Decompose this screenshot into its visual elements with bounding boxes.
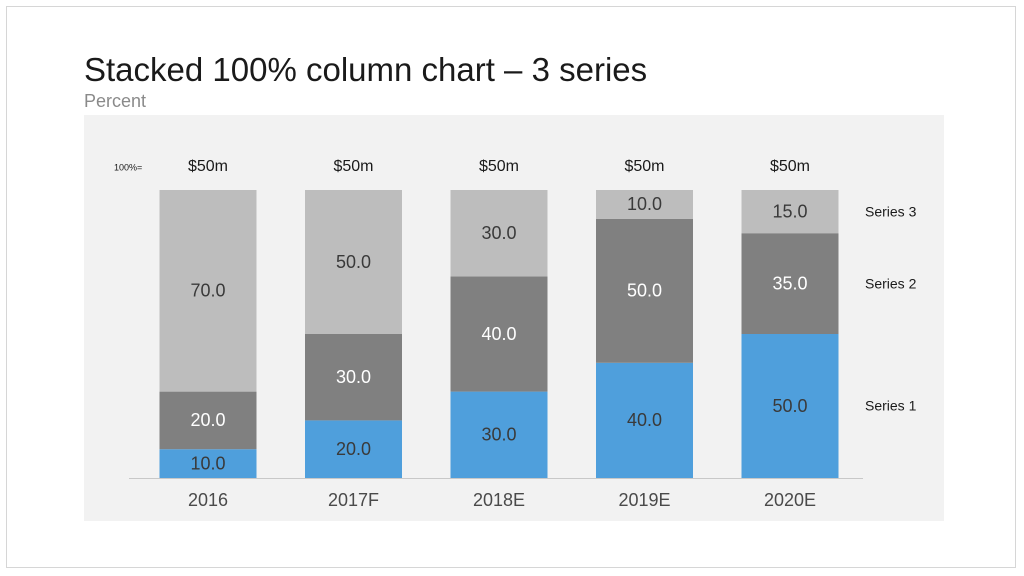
- bar-segment-2017F-series-2: [305, 334, 402, 421]
- x-tick-label-2018E: 2018E: [473, 490, 525, 510]
- total-label-2018E: $50m: [479, 158, 519, 175]
- total-label-2016: $50m: [188, 158, 228, 175]
- chart-title: Stacked 100% column chart – 3 series: [84, 51, 648, 88]
- total-label-2020E: $50m: [770, 158, 810, 175]
- data-label-2019E-series-2: 50.0: [627, 281, 662, 301]
- bar-segment-2019E-series-3: [596, 190, 693, 219]
- bar-segment-2016-series-1: [159, 449, 257, 478]
- bar-segment-2017F-series-3: [305, 190, 402, 334]
- x-tick-label-2020E: 2020E: [764, 490, 816, 510]
- bar-segment-2016-series-2: [159, 391, 257, 450]
- bar-segment-2020E-series-2: [741, 233, 839, 334]
- data-label-2017F-series-3: 50.0: [336, 252, 371, 272]
- bar-segment-2018E-series-3: [450, 190, 548, 277]
- data-label-2020E-series-2: 35.0: [772, 273, 807, 293]
- legend-label-series-3: Series 3: [865, 203, 917, 219]
- data-label-2017F-series-1: 20.0: [336, 439, 371, 459]
- x-tick-label-2016: 2016: [188, 490, 228, 510]
- x-tick-label-2017F: 2017F: [328, 490, 379, 510]
- data-label-2018E-series-1: 30.0: [481, 425, 516, 445]
- data-label-2016-series-2: 20.0: [190, 410, 225, 430]
- data-label-2019E-series-1: 40.0: [627, 410, 662, 430]
- data-label-2020E-series-3: 15.0: [772, 201, 807, 221]
- data-label-2016-series-3: 70.0: [190, 281, 225, 301]
- total-label-2019E: $50m: [624, 158, 664, 175]
- bar-segment-2016-series-3: [159, 190, 257, 392]
- legend-label-series-1: Series 1: [865, 398, 917, 414]
- bar-segment-2017F-series-1: [305, 420, 402, 478]
- data-label-2019E-series-3: 10.0: [627, 194, 662, 214]
- chart-panel: 100%= 10.0 20.0 70.0 $50m 2016 20.0 30.0 50.0 $50…: [84, 115, 944, 521]
- bar-segment-2019E-series-1: [596, 362, 693, 478]
- data-label-2018E-series-2: 40.0: [481, 324, 516, 344]
- x-tick-label-2019E: 2019E: [618, 490, 670, 510]
- data-label-2020E-series-1: 50.0: [772, 396, 807, 416]
- bar-segment-2018E-series-2: [450, 276, 548, 392]
- bar-segment-2019E-series-2: [596, 218, 693, 363]
- bar-segment-2020E-series-3: [741, 190, 839, 234]
- chart-subtitle: Percent: [84, 91, 147, 111]
- stacked-column-chart: 100%= 10.0 20.0 70.0 $50m 2016 20.0 30.0 50.0 $50…: [114, 158, 917, 510]
- legend-label-series-2: Series 2: [865, 275, 917, 291]
- totals-prefix-label: 100%=: [114, 162, 142, 172]
- total-label-2017F: $50m: [333, 158, 373, 175]
- data-label-2017F-series-2: 30.0: [336, 367, 371, 387]
- bar-segment-2020E-series-1: [741, 334, 839, 478]
- bar-segment-2018E-series-1: [450, 391, 548, 478]
- data-label-2018E-series-3: 30.0: [481, 223, 516, 243]
- data-label-2016-series-1: 10.0: [190, 453, 225, 473]
